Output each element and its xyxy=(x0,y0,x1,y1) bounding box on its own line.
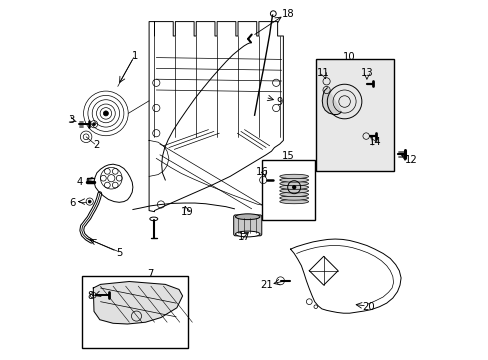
Polygon shape xyxy=(93,282,182,324)
Text: 5: 5 xyxy=(116,248,122,258)
Ellipse shape xyxy=(235,214,260,220)
Text: 17: 17 xyxy=(238,232,250,242)
Circle shape xyxy=(92,294,94,296)
Ellipse shape xyxy=(279,199,308,204)
Circle shape xyxy=(92,123,95,126)
Text: 3: 3 xyxy=(68,114,75,125)
Text: 2: 2 xyxy=(93,140,99,150)
Ellipse shape xyxy=(279,181,308,186)
Text: 10: 10 xyxy=(343,51,355,62)
Text: 16: 16 xyxy=(255,167,267,177)
Circle shape xyxy=(291,185,296,189)
Polygon shape xyxy=(309,256,337,285)
Ellipse shape xyxy=(279,196,308,200)
Ellipse shape xyxy=(279,192,308,197)
Circle shape xyxy=(103,111,108,116)
Text: 4: 4 xyxy=(76,177,82,187)
Text: 18: 18 xyxy=(281,9,293,19)
FancyBboxPatch shape xyxy=(81,276,187,348)
Text: 19: 19 xyxy=(180,207,193,217)
Text: 7: 7 xyxy=(147,269,153,279)
Ellipse shape xyxy=(235,231,260,237)
FancyBboxPatch shape xyxy=(233,215,261,236)
Ellipse shape xyxy=(279,185,308,189)
Ellipse shape xyxy=(279,174,308,179)
Text: 21: 21 xyxy=(260,280,273,290)
Polygon shape xyxy=(149,22,283,212)
Text: 20: 20 xyxy=(362,302,374,312)
Text: 8: 8 xyxy=(87,291,93,301)
Polygon shape xyxy=(322,88,340,114)
Circle shape xyxy=(88,200,91,203)
Polygon shape xyxy=(290,239,400,313)
Text: 15: 15 xyxy=(282,150,294,161)
Text: 6: 6 xyxy=(69,198,76,208)
Polygon shape xyxy=(94,164,133,202)
Text: 13: 13 xyxy=(361,68,373,78)
Text: 12: 12 xyxy=(404,155,416,165)
Text: 11: 11 xyxy=(316,68,329,78)
Ellipse shape xyxy=(279,178,308,182)
FancyBboxPatch shape xyxy=(261,160,314,220)
Ellipse shape xyxy=(279,189,308,193)
Text: 9: 9 xyxy=(276,96,283,107)
Text: 14: 14 xyxy=(368,137,380,147)
Text: 1: 1 xyxy=(132,51,138,61)
FancyBboxPatch shape xyxy=(316,59,393,171)
